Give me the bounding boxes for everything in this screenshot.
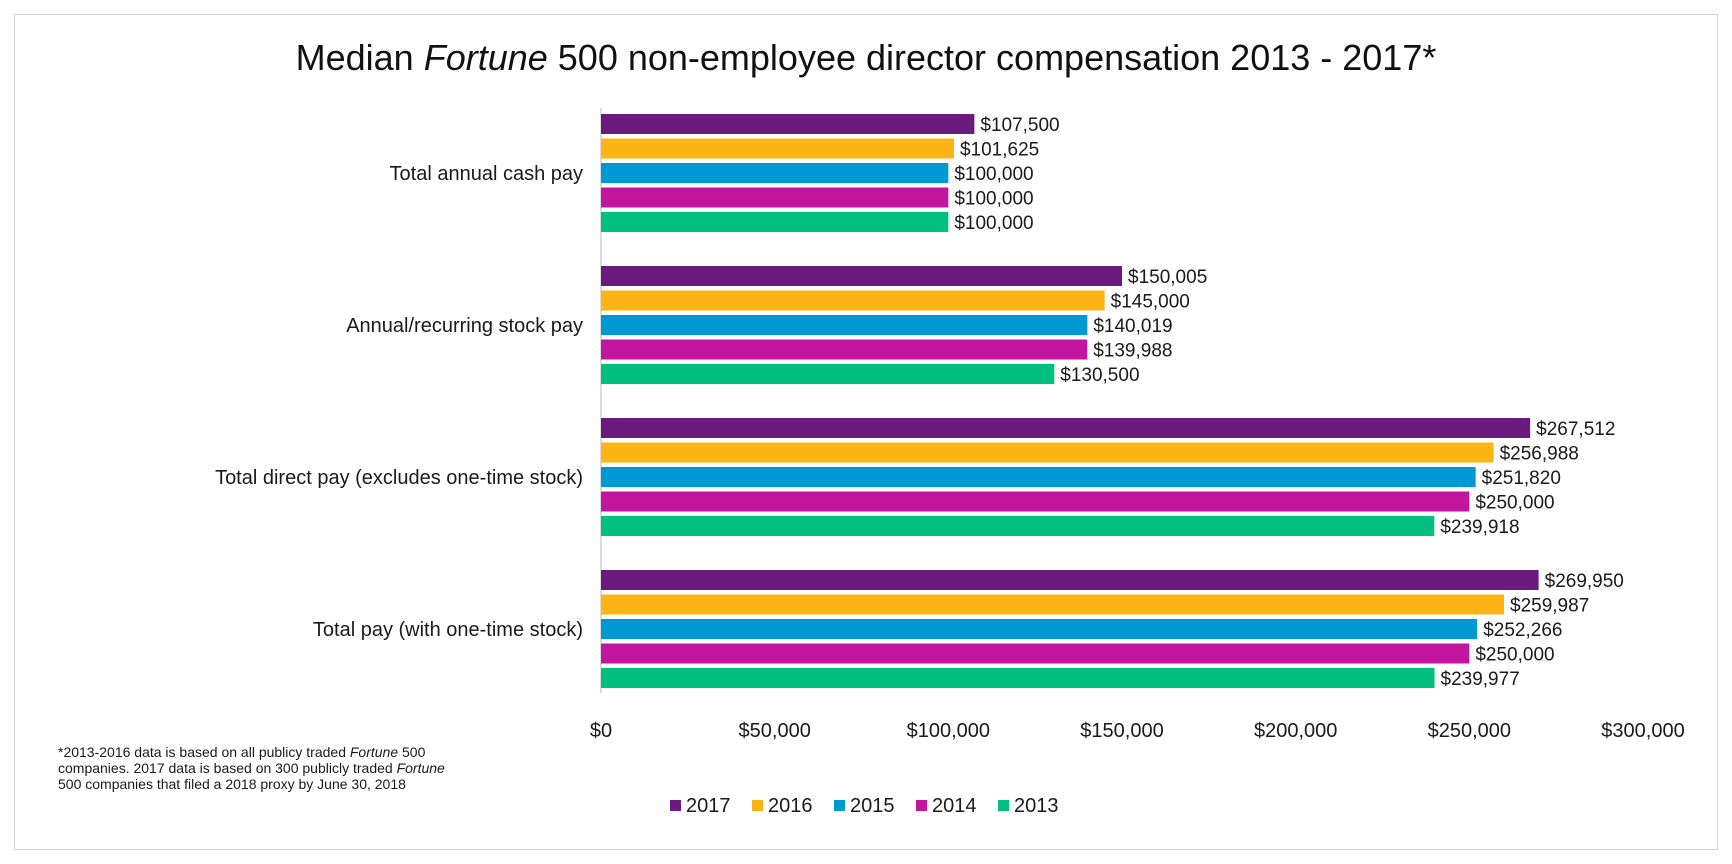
- chart-title: Median Fortune 500 non-employee director…: [296, 37, 1437, 78]
- bar-2017: [601, 114, 975, 134]
- footnote-line: 500 companies that filed a 2018 proxy by…: [58, 776, 406, 792]
- legend-label: 2015: [850, 795, 895, 817]
- footnote-line: *2013-2016 data is based on all publicy …: [58, 744, 426, 760]
- legend-swatch: [834, 800, 845, 811]
- bar-2013: [601, 212, 949, 232]
- data-label: $100,000: [954, 213, 1033, 234]
- bar-2014: [601, 339, 1088, 360]
- legend-item-2014: 2014: [916, 795, 977, 817]
- category-label: Total pay (with one-time stock): [313, 619, 583, 641]
- data-label: $250,000: [1475, 493, 1554, 514]
- legend-item-2016: 2016: [752, 795, 813, 817]
- bar-2015: [601, 315, 1088, 335]
- legend-item-2017: 2017: [670, 795, 731, 817]
- data-label: $130,500: [1060, 365, 1139, 386]
- footnote-line: companies. 2017 data is based on 300 pub…: [58, 760, 445, 776]
- category-label: Annual/recurring stock pay: [346, 315, 583, 337]
- legend-label: 2014: [932, 795, 977, 817]
- bar-2013: [601, 364, 1055, 384]
- bar-2016: [601, 290, 1105, 311]
- data-label: $100,000: [954, 164, 1033, 185]
- bar-2015: [601, 163, 949, 183]
- data-label: $239,918: [1440, 517, 1519, 538]
- data-label: $239,977: [1441, 669, 1520, 690]
- legend-label: 2013: [1014, 795, 1059, 817]
- data-label: $250,000: [1475, 645, 1554, 666]
- x-tick-label: $200,000: [1254, 720, 1337, 742]
- bar-2016: [601, 138, 954, 159]
- bar-2013: [601, 516, 1435, 536]
- category-label: Total annual cash pay: [390, 163, 583, 185]
- data-label: $107,500: [980, 115, 1059, 136]
- bar-2017: [601, 418, 1531, 438]
- data-label: $256,988: [1500, 444, 1579, 465]
- data-label: $252,266: [1483, 620, 1562, 641]
- x-tick-label: $300,000: [1601, 720, 1684, 742]
- bar-2017: [601, 570, 1539, 590]
- bar-2015: [601, 619, 1478, 639]
- data-label: $267,512: [1536, 419, 1615, 440]
- x-tick-label: $100,000: [907, 720, 990, 742]
- bar-2016: [601, 442, 1494, 463]
- bar-2014: [601, 491, 1470, 512]
- data-label: $150,005: [1128, 267, 1207, 288]
- bar-2013: [601, 668, 1435, 688]
- category-label: Total direct pay (excludes one-time stoc…: [215, 467, 583, 489]
- legend-item-2015: 2015: [834, 795, 895, 817]
- data-label: $269,950: [1545, 571, 1624, 592]
- data-label: $139,988: [1093, 341, 1172, 362]
- legend-swatch: [752, 800, 763, 811]
- x-tick-label: $150,000: [1080, 720, 1163, 742]
- data-label: $101,625: [960, 140, 1039, 161]
- bar-2014: [601, 643, 1470, 664]
- legend-item-2013: 2013: [998, 795, 1059, 817]
- legend-label: 2016: [768, 795, 813, 817]
- bar-2014: [601, 187, 949, 208]
- bar-2017: [601, 266, 1123, 286]
- legend-swatch: [916, 800, 927, 811]
- x-tick-label: $50,000: [739, 720, 811, 742]
- data-label: $251,820: [1482, 468, 1561, 489]
- legend-swatch: [670, 800, 681, 811]
- data-label: $259,987: [1510, 596, 1589, 617]
- x-tick-label: $250,000: [1428, 720, 1511, 742]
- bar-2015: [601, 467, 1476, 487]
- x-tick-label: $0: [590, 720, 612, 742]
- data-label: $140,019: [1093, 316, 1172, 337]
- data-label: $145,000: [1111, 292, 1190, 313]
- legend-label: 2017: [686, 795, 731, 817]
- data-label: $100,000: [954, 189, 1033, 210]
- bar-2016: [601, 594, 1505, 615]
- legend-swatch: [998, 800, 1009, 811]
